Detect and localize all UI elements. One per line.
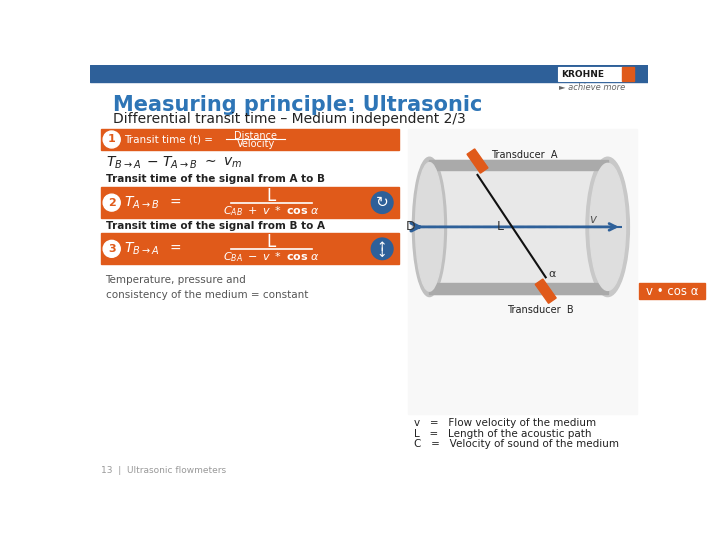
Circle shape xyxy=(103,131,120,148)
Text: ↻: ↻ xyxy=(376,195,389,210)
Text: D: D xyxy=(406,220,415,233)
Text: Distance: Distance xyxy=(234,131,277,140)
Bar xyxy=(90,65,648,82)
Ellipse shape xyxy=(590,164,626,291)
Bar xyxy=(429,168,608,285)
Bar xyxy=(101,129,399,150)
Text: KROHNE: KROHNE xyxy=(561,70,603,78)
Text: C   =   Velocity of sound of the medium: C = Velocity of sound of the medium xyxy=(414,440,619,449)
Bar xyxy=(621,67,634,81)
Circle shape xyxy=(103,240,120,257)
Circle shape xyxy=(103,194,120,211)
Circle shape xyxy=(372,192,393,213)
Text: L: L xyxy=(266,233,276,251)
Text: 1: 1 xyxy=(108,134,116,145)
Text: Temperature, pressure and
consistency of the medium = constant: Temperature, pressure and consistency of… xyxy=(106,275,308,300)
Text: v • cos α: v • cos α xyxy=(646,285,698,298)
Text: Transit time of the signal from B to A: Transit time of the signal from B to A xyxy=(106,221,325,231)
Bar xyxy=(429,159,608,294)
Ellipse shape xyxy=(413,157,446,296)
Text: Transducer  A: Transducer A xyxy=(492,150,558,160)
Text: $T_{B \rightarrow A}$: $T_{B \rightarrow A}$ xyxy=(106,154,140,171)
Circle shape xyxy=(372,238,393,260)
Bar xyxy=(558,67,621,81)
Ellipse shape xyxy=(586,157,629,296)
Text: 13  |  Ultrasonic flowmeters: 13 | Ultrasonic flowmeters xyxy=(101,466,226,475)
Text: $T_{A \rightarrow B}\ \ =$: $T_{A \rightarrow B}\ \ =$ xyxy=(124,194,182,211)
Text: L: L xyxy=(266,187,276,205)
Text: ↓: ↓ xyxy=(377,247,387,260)
Text: $T_{B \rightarrow A}\ \ =$: $T_{B \rightarrow A}\ \ =$ xyxy=(124,241,182,257)
Bar xyxy=(467,149,488,173)
Text: L: L xyxy=(498,220,504,233)
Bar xyxy=(639,284,706,299)
Bar xyxy=(429,159,608,170)
Text: $C_{BA}\ -\ v\ *\ \mathbf{cos}\ \alpha$: $C_{BA}\ -\ v\ *\ \mathbf{cos}\ \alpha$ xyxy=(223,251,320,264)
Bar xyxy=(101,187,399,218)
Text: Transit time (t) =: Transit time (t) = xyxy=(124,134,213,145)
Text: $-\ T_{A \rightarrow B}$: $-\ T_{A \rightarrow B}$ xyxy=(145,154,197,171)
Text: v: v xyxy=(589,213,595,226)
Bar xyxy=(101,233,399,264)
Bar xyxy=(535,279,556,303)
Text: 2: 2 xyxy=(108,198,116,207)
Text: 3: 3 xyxy=(108,244,115,254)
Bar xyxy=(408,129,637,414)
Text: $\sim\ v_m$: $\sim\ v_m$ xyxy=(202,156,242,170)
Ellipse shape xyxy=(415,163,444,291)
Bar xyxy=(429,284,608,294)
Text: ► achieve more: ► achieve more xyxy=(559,83,626,92)
Text: L   =   Length of the acoustic path: L = Length of the acoustic path xyxy=(414,429,591,438)
Text: ↑: ↑ xyxy=(377,241,387,254)
Text: Differential transit time – Medium independent 2/3: Differential transit time – Medium indep… xyxy=(113,112,466,126)
Text: $C_{AB}\ +\ v\ *\ \mathbf{cos}\ \alpha$: $C_{AB}\ +\ v\ *\ \mathbf{cos}\ \alpha$ xyxy=(223,204,320,218)
Text: Transit time of the signal from A to B: Transit time of the signal from A to B xyxy=(106,174,325,184)
Text: Transducer  B: Transducer B xyxy=(507,305,574,315)
Text: Velocity: Velocity xyxy=(237,139,275,149)
Text: α: α xyxy=(548,269,556,279)
Text: v   =   Flow velocity of the medium: v = Flow velocity of the medium xyxy=(414,418,596,428)
Text: Measuring principle: Ultrasonic: Measuring principle: Ultrasonic xyxy=(113,95,482,115)
